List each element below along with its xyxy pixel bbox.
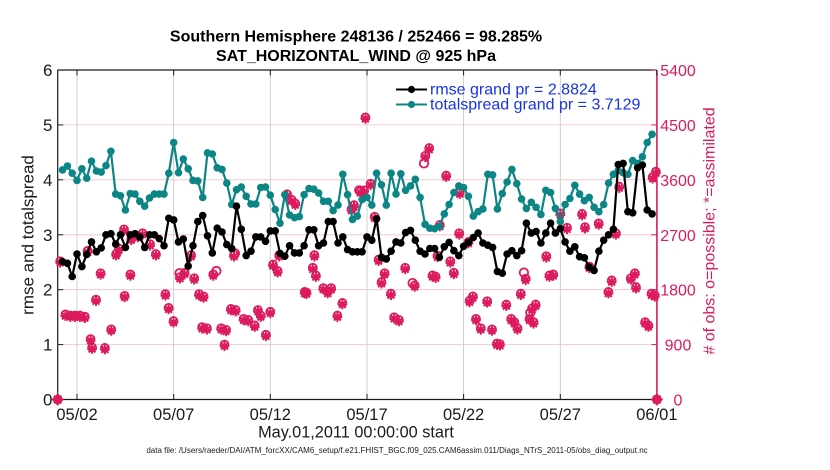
svg-text:rmse and totalspread: rmse and totalspread [19,155,38,315]
svg-text:6: 6 [43,61,52,80]
svg-text:900: 900 [665,338,692,355]
svg-text:4500: 4500 [660,118,696,135]
svg-text:05/27: 05/27 [540,406,581,424]
svg-text:05/12: 05/12 [250,406,291,424]
svg-text:5: 5 [43,116,52,135]
svg-text:05/07: 05/07 [153,406,194,424]
svg-text:3600: 3600 [660,173,696,190]
svg-text:1: 1 [43,336,52,355]
svg-text:2: 2 [43,281,52,300]
svg-text:05/02: 05/02 [56,406,97,424]
svg-text:# of obs: o=possible; *=assimi: # of obs: o=possible; *=assimilated [702,107,719,354]
svg-text:5400: 5400 [660,63,696,80]
svg-text:totalspread grand pr = 3.7129: totalspread grand pr = 3.7129 [430,97,640,114]
svg-text:Southern Hemisphere 248136 / 2: Southern Hemisphere 248136 / 252466 = 98… [170,29,542,46]
svg-text:data file: /Users/raeder/DAI/A: data file: /Users/raeder/DAI/ATM_forcXX/… [146,446,647,455]
svg-text:SAT_HORIZONTAL_WIND @ 925 hPa: SAT_HORIZONTAL_WIND @ 925 hPa [216,48,496,65]
svg-text:3: 3 [43,226,52,245]
svg-text:0: 0 [43,391,52,410]
svg-text:06/01: 06/01 [636,406,677,424]
svg-text:2700: 2700 [660,228,696,245]
svg-text:1800: 1800 [660,283,696,300]
svg-text:0: 0 [674,393,683,410]
svg-text:05/22: 05/22 [443,406,484,424]
svg-text:May.01,2011 00:00:00 start: May.01,2011 00:00:00 start [258,424,454,442]
svg-text:4: 4 [43,171,52,190]
svg-text:rmse grand pr = 2.8824: rmse grand pr = 2.8824 [430,82,597,99]
svg-text:05/17: 05/17 [346,406,387,424]
